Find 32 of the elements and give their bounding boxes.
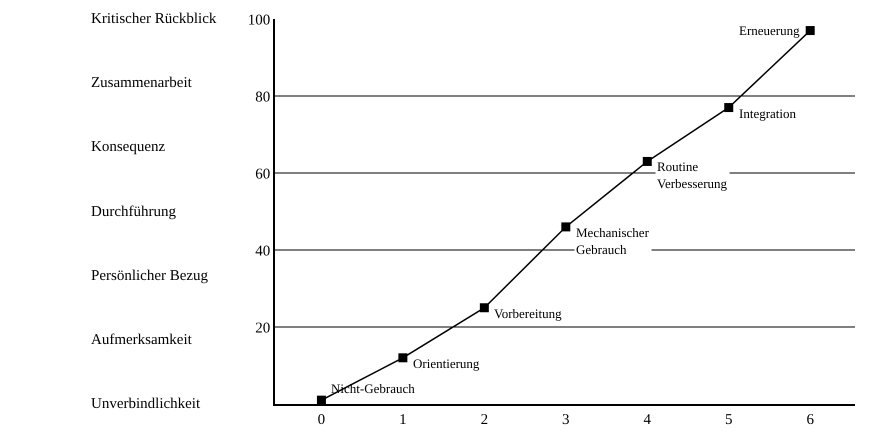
text: Unverbindlichkeit <box>91 396 201 412</box>
y-tick-label: 60 <box>255 166 270 182</box>
annotation: Orientierung <box>413 356 480 371</box>
point <box>316 396 326 405</box>
x-tick-label: 5 <box>724 412 732 428</box>
annotation: Erneuerung <box>739 23 800 38</box>
y-tick-label: 20 <box>255 320 270 336</box>
x-tick-label: 0 <box>318 412 326 428</box>
point <box>642 156 652 166</box>
y-tick-label: 40 <box>255 243 270 260</box>
annotation: Mechanischer Gebrauch <box>576 225 650 257</box>
point <box>806 26 815 36</box>
x-tick-label: 2 <box>480 412 488 428</box>
y-tick-label: 100 <box>248 12 270 28</box>
x-tick-label: 6 <box>806 412 814 428</box>
annotation: Vorbereitung <box>494 306 562 321</box>
point <box>398 353 408 362</box>
point <box>480 303 489 312</box>
y-tick-label: 80 <box>255 89 270 106</box>
text: Durchführung <box>91 204 176 220</box>
annotation: Routine Verbesserung <box>657 159 728 191</box>
text: Kritischer Rückblick <box>91 11 217 27</box>
text: Konsequenz <box>91 139 166 155</box>
text: Zusammenarbeit <box>91 75 193 91</box>
x-tick-label: 4 <box>644 412 652 428</box>
x-tick-label: 3 <box>562 412 570 428</box>
text: Aufmerksamkeit <box>91 332 193 348</box>
point <box>724 103 734 112</box>
text: Persönlicher Bezug <box>91 268 209 284</box>
x-tick-label: 1 <box>399 412 407 428</box>
annotation: Integration <box>739 106 797 121</box>
point <box>561 222 570 232</box>
